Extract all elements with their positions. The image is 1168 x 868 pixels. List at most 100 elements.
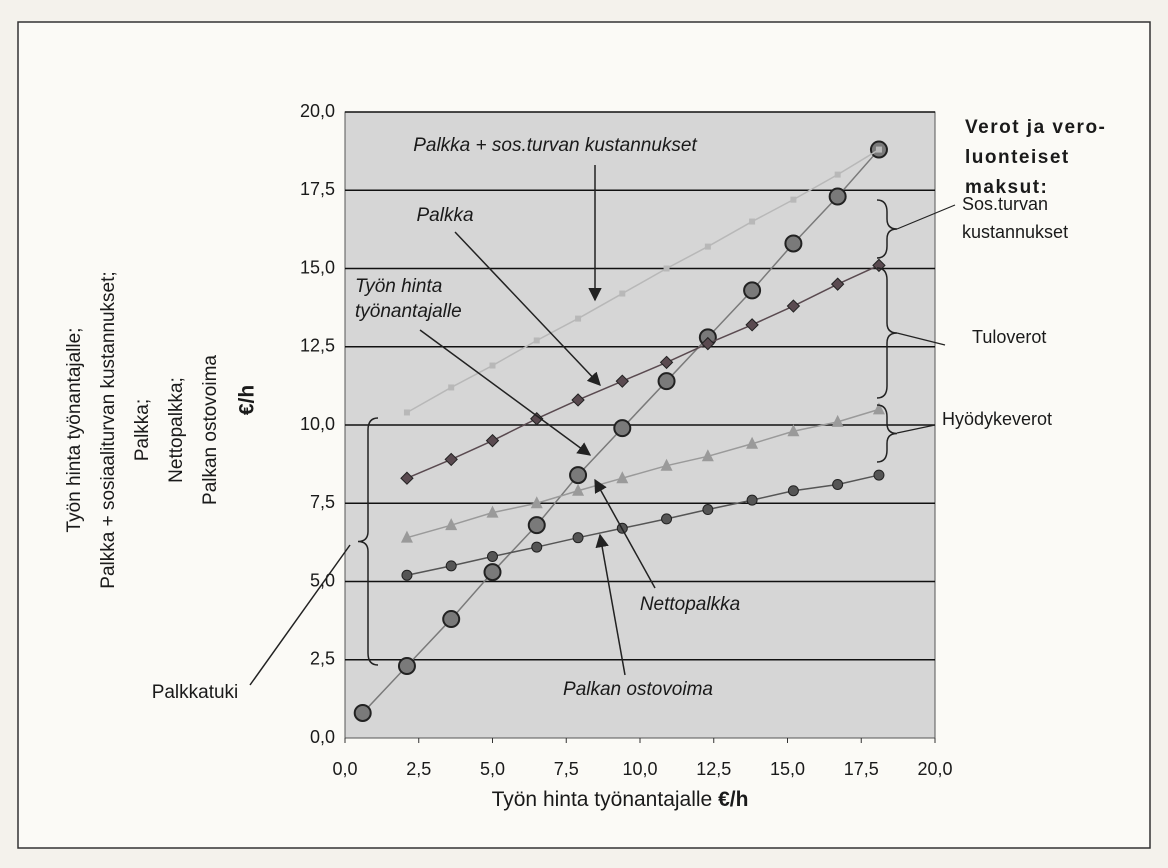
annotation-arrow	[454, 231, 601, 386]
brace-leader	[896, 332, 946, 346]
marker	[353, 703, 372, 722]
annotation-leader	[249, 544, 351, 686]
marker	[873, 469, 885, 481]
marker	[444, 452, 458, 467]
marker	[483, 563, 502, 582]
brace-leader	[896, 204, 956, 230]
marker	[872, 402, 885, 415]
marker	[749, 218, 756, 225]
marker	[403, 409, 410, 416]
x-tick-label: 17,5	[844, 759, 879, 779]
y-axis-label: Nettopalkka;	[166, 377, 187, 483]
marker	[784, 234, 803, 253]
marker	[572, 532, 584, 544]
marker	[786, 299, 801, 313]
marker	[530, 496, 543, 509]
marker	[702, 504, 714, 516]
marker	[828, 187, 847, 206]
annotation-arrow	[595, 533, 626, 676]
marker	[787, 485, 799, 497]
series-line	[406, 408, 880, 539]
marker	[616, 471, 629, 484]
brace	[357, 417, 379, 666]
tax-label: Hyödykeverot	[942, 409, 1052, 429]
marker	[875, 146, 882, 153]
y-tick-label: 5,0	[310, 570, 335, 590]
marker	[615, 374, 630, 388]
y-tick-label: 0,0	[310, 727, 335, 747]
marker	[445, 560, 457, 572]
marker	[746, 436, 759, 449]
marker	[572, 483, 585, 496]
brace	[876, 404, 898, 463]
annotation: Palkan ostovoima	[563, 679, 713, 700]
y-tick-label: 17,5	[300, 179, 335, 199]
marker	[613, 419, 632, 438]
marker	[400, 471, 414, 485]
marker	[743, 281, 762, 300]
annotation-arrow	[419, 329, 592, 456]
tax-heading: luonteiset	[965, 147, 1070, 168]
x-tick-label: 15,0	[770, 759, 805, 779]
marker	[400, 530, 413, 543]
y-tick-label: 2,5	[310, 649, 335, 669]
marker	[745, 318, 759, 332]
y-axis-label: Työn hinta työnantajalle;	[64, 328, 85, 533]
marker	[790, 196, 797, 203]
marker	[445, 518, 458, 531]
marker	[701, 336, 715, 351]
marker	[657, 372, 676, 391]
y-axis-label: Palkka;	[132, 399, 153, 461]
marker	[575, 315, 582, 322]
x-tick-label: 12,5	[696, 759, 731, 779]
marker	[401, 569, 413, 581]
y-tick-label: 12,5	[300, 336, 335, 356]
marker	[704, 243, 711, 250]
annotation: Palkkatuki	[152, 682, 239, 703]
tax-label: Sos.turvan	[962, 194, 1048, 214]
marker	[531, 541, 543, 553]
marker	[619, 290, 626, 297]
marker	[787, 424, 800, 437]
y-axis-label: Palkan ostovoima	[200, 355, 221, 505]
marker	[663, 265, 670, 272]
x-axis-label-text: Työn hinta työnantajalle	[492, 788, 713, 811]
series-line	[406, 148, 880, 414]
series-line	[406, 264, 880, 479]
y-tick-label: 10,0	[300, 414, 335, 434]
tax-label: Tuloverot	[972, 327, 1046, 347]
x-tick-label: 20,0	[917, 759, 952, 779]
annotation: Nettopalkka	[640, 594, 740, 615]
x-tick-label: 5,0	[480, 759, 505, 779]
y-tick-label: 20,0	[300, 101, 335, 121]
marker	[485, 433, 500, 448]
y-axis-label: Palkka + sosiaaliturvan kustannukset;	[98, 271, 119, 588]
marker	[661, 513, 673, 525]
series-line	[406, 474, 880, 576]
marker	[746, 494, 758, 506]
marker	[571, 393, 585, 407]
annotation: Palkka	[416, 205, 473, 226]
y-tick-label: 15,0	[300, 257, 335, 277]
marker	[489, 362, 496, 369]
annotation-arrow	[594, 478, 656, 589]
annotation: Palkka + sos.turvan kustannukset	[413, 135, 697, 156]
marker	[533, 337, 540, 344]
x-tick-label: 10,0	[622, 759, 657, 779]
x-axis-label: Työn hinta työnantajalle €/h	[492, 788, 749, 811]
y-tick-label: 7,5	[310, 492, 335, 512]
marker	[834, 171, 841, 178]
marker	[659, 355, 674, 370]
marker	[530, 412, 544, 426]
tax-label: kustannukset	[962, 222, 1068, 242]
x-axis-label-unit: €/h	[718, 788, 748, 811]
marker	[486, 505, 499, 518]
x-tick-label: 2,5	[406, 759, 431, 779]
marker	[527, 516, 546, 535]
marker	[831, 414, 844, 427]
marker	[397, 657, 416, 676]
tax-heading: maksut:	[965, 177, 1048, 198]
marker	[448, 384, 455, 391]
y-axis-unit: €/h	[236, 385, 259, 415]
